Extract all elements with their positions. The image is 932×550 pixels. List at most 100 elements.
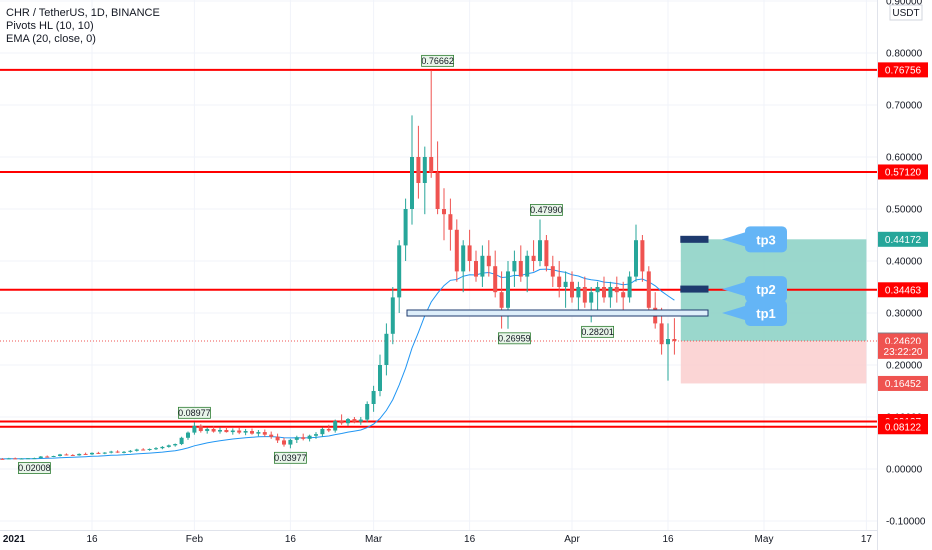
candle-body[interactable] <box>179 437 184 445</box>
candle-body[interactable] <box>422 157 427 183</box>
candle-body[interactable] <box>13 458 18 460</box>
currency-box[interactable] <box>889 4 923 21</box>
candle-body[interactable] <box>518 261 523 277</box>
candle-body[interactable] <box>192 425 197 433</box>
candle-body[interactable] <box>646 271 651 308</box>
candle-body[interactable] <box>467 245 472 261</box>
candle-body[interactable] <box>19 458 24 460</box>
candle-body[interactable] <box>602 287 606 298</box>
candle-body[interactable] <box>557 276 562 287</box>
loss-zone[interactable] <box>680 340 867 384</box>
candle-body[interactable] <box>211 428 216 432</box>
candle-body[interactable] <box>51 456 56 457</box>
candle-body[interactable] <box>672 339 677 341</box>
candle-body[interactable] <box>6 458 11 460</box>
candle-body[interactable] <box>26 458 30 460</box>
candle-body[interactable] <box>614 287 619 293</box>
candle-body[interactable] <box>115 451 120 453</box>
indicator-ema[interactable]: EMA (20, close, 0) <box>6 33 96 45</box>
candle-body[interactable] <box>64 454 69 456</box>
candle-body[interactable] <box>486 255 491 267</box>
candle-body[interactable] <box>58 454 62 456</box>
candle-body[interactable] <box>666 339 670 345</box>
candle-body[interactable] <box>288 439 293 445</box>
candle-body[interactable] <box>390 297 395 334</box>
candle-body[interactable] <box>32 458 37 460</box>
candle-body[interactable] <box>154 448 158 450</box>
candle-body[interactable] <box>38 456 43 459</box>
candle-body[interactable] <box>454 229 459 272</box>
candle-body[interactable] <box>198 425 203 432</box>
candle-body[interactable] <box>474 261 478 277</box>
candle-body[interactable] <box>77 453 82 456</box>
candle-body[interactable] <box>269 434 274 437</box>
tp-callout-box[interactable] <box>745 300 787 326</box>
candle-body[interactable] <box>461 245 466 272</box>
tp-bar-tp1[interactable] <box>406 309 709 317</box>
candle-body[interactable] <box>570 281 574 298</box>
candle-body[interactable] <box>403 209 408 246</box>
indicator-pivots[interactable]: Pivots HL (10, 10) <box>6 20 94 32</box>
candle-body[interactable] <box>122 451 126 453</box>
candle-body[interactable] <box>90 452 94 455</box>
candle-body[interactable] <box>435 172 440 209</box>
candle-body[interactable] <box>45 456 50 458</box>
candle-body[interactable] <box>166 445 171 447</box>
candle-body[interactable] <box>243 431 248 433</box>
candle-body[interactable] <box>442 209 446 215</box>
candle-body[interactable] <box>275 436 280 441</box>
candle-body[interactable] <box>538 240 542 261</box>
candle-body[interactable] <box>397 245 402 298</box>
candle-body[interactable] <box>205 428 210 432</box>
candle-body[interactable] <box>499 292 504 308</box>
candle-body[interactable] <box>83 453 88 455</box>
candle-body[interactable] <box>480 255 485 277</box>
candle-body[interactable] <box>659 323 664 345</box>
price-axis[interactable]: 0.90000 0.80000 0.70000 0.60000 0.50000 0.400… <box>886 0 926 528</box>
candle-body[interactable] <box>147 448 152 451</box>
candle-body[interactable] <box>365 404 370 420</box>
time-axis[interactable]: 202116Feb16Mar16Apr16May17Jun16Jul16 <box>3 534 932 545</box>
candle-body[interactable] <box>160 446 165 449</box>
candle-body[interactable] <box>582 287 587 303</box>
candle-body[interactable] <box>346 419 350 424</box>
candle-body[interactable] <box>237 430 242 433</box>
candle-body[interactable] <box>224 430 229 433</box>
candle-body[interactable] <box>109 451 114 453</box>
candle-body[interactable] <box>544 240 549 267</box>
candle-body[interactable] <box>358 419 363 422</box>
candle-body[interactable] <box>576 287 581 298</box>
candle-body[interactable] <box>128 450 133 452</box>
candle-body[interactable] <box>563 281 568 287</box>
candle-body[interactable] <box>333 421 338 431</box>
candle-body[interactable] <box>371 391 376 404</box>
candle-body[interactable] <box>627 276 632 298</box>
tp-bar-tp2[interactable] <box>680 285 709 293</box>
candle-body[interactable] <box>640 240 645 272</box>
symbol-title[interactable]: CHR / TetherUS, 1D, BINANCE <box>6 7 160 19</box>
candle-body[interactable] <box>262 432 267 435</box>
candle-body[interactable] <box>70 454 75 456</box>
candle-body[interactable] <box>314 434 318 436</box>
candle-body[interactable] <box>301 437 306 439</box>
candle-body[interactable] <box>256 432 261 434</box>
candle-body[interactable] <box>531 255 536 261</box>
candle-body[interactable] <box>512 261 517 272</box>
candle-body[interactable] <box>506 271 510 308</box>
tp-callout-box[interactable] <box>745 226 787 253</box>
candle-body[interactable] <box>589 292 594 303</box>
candle-body[interactable] <box>634 240 638 277</box>
candle-body[interactable] <box>186 432 190 438</box>
candle-body[interactable] <box>141 449 146 451</box>
candle-body[interactable] <box>307 435 312 439</box>
candle-body[interactable] <box>493 266 498 293</box>
candle-body[interactable] <box>339 421 344 424</box>
candle-body[interactable] <box>230 430 235 433</box>
candle-body[interactable] <box>96 452 101 454</box>
candle-body[interactable] <box>294 437 299 440</box>
candle-body[interactable] <box>448 214 453 230</box>
candle-body[interactable] <box>218 430 222 432</box>
candle-body[interactable] <box>0 458 5 460</box>
candle-body[interactable] <box>320 428 325 435</box>
